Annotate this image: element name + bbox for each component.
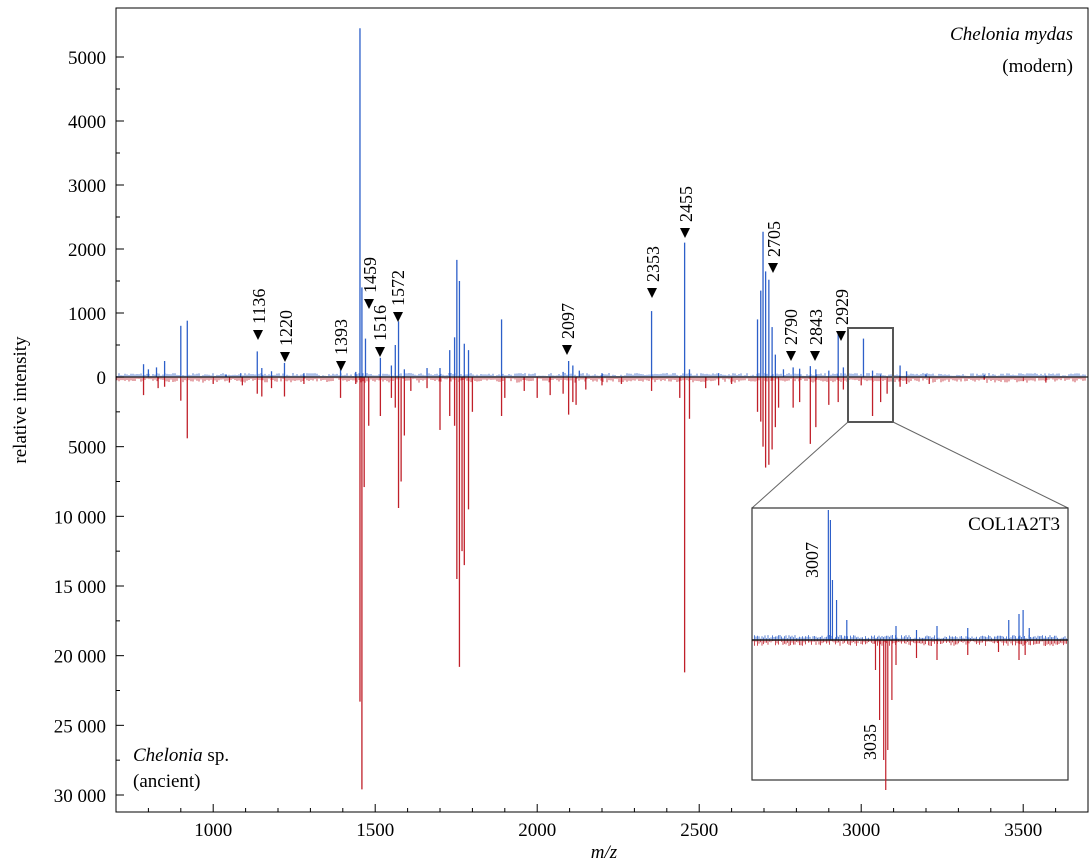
peak-marker-1393 xyxy=(336,361,346,371)
x-tick-label-1: 1500 xyxy=(356,820,394,841)
series-down xyxy=(116,377,1086,790)
peak-label-2097: 2097 xyxy=(558,303,578,339)
peak-marker-2353 xyxy=(647,288,657,298)
peak-label-1136: 1136 xyxy=(249,289,269,324)
bottom-species-suffix: sp. xyxy=(203,745,229,766)
peak-label-2455: 2455 xyxy=(676,186,696,222)
inset-label-top: 3007 xyxy=(802,542,822,578)
peak-marker-2097 xyxy=(562,345,572,355)
peak-label-2353: 2353 xyxy=(643,246,663,282)
inset-spectra xyxy=(752,510,1068,790)
series-up xyxy=(116,28,1086,377)
bottom-y-tick-label-5: 30 000 xyxy=(54,786,106,807)
top-y-tick-label-0: 0 xyxy=(97,368,107,389)
bottom-y-tick-label-4: 25 000 xyxy=(54,716,106,737)
bottom-y-tick-label-2: 15 000 xyxy=(54,577,106,598)
peak-marker-1459 xyxy=(364,299,374,309)
peak-marker-2705 xyxy=(768,263,778,273)
x-tick-label-4: 3000 xyxy=(842,820,880,841)
x-tick-label-0: 1000 xyxy=(194,820,232,841)
peak-label-1459: 1459 xyxy=(360,257,380,293)
zoom-box xyxy=(847,327,894,423)
top-y-tick-label-2: 2000 xyxy=(68,240,106,261)
peak-label-2843: 2843 xyxy=(806,309,826,345)
bottom-y-tick-label-3: 20 000 xyxy=(54,647,106,668)
peak-marker-2843 xyxy=(810,351,820,361)
peak-marker-1572 xyxy=(393,312,403,322)
peak-marker-1136 xyxy=(253,330,263,340)
peak-label-1393: 1393 xyxy=(331,319,351,355)
zoom-connector-left xyxy=(751,421,849,509)
top-y-tick-label-5: 5000 xyxy=(68,48,106,69)
peak-marker-1516 xyxy=(375,347,385,357)
peak-marker-1220 xyxy=(280,352,290,362)
peak-label-1220: 1220 xyxy=(276,310,296,346)
inset-label-bottom: 3035 xyxy=(860,724,880,760)
bottom-species-note: (ancient) xyxy=(133,771,201,792)
peak-label-2705: 2705 xyxy=(764,221,784,257)
peak-marker-2929 xyxy=(836,331,846,341)
peak-label-1572: 1572 xyxy=(388,270,408,306)
x-axis-label: m/z xyxy=(591,842,618,863)
x-tick-label-3: 2500 xyxy=(680,820,718,841)
peak-marker-2790 xyxy=(786,351,796,361)
inset-title: COL1A2T3 xyxy=(968,514,1060,535)
x-tick-label-2: 2000 xyxy=(518,820,556,841)
top-species-note: (modern) xyxy=(1002,56,1073,77)
peak-label-2790: 2790 xyxy=(781,309,801,345)
peak-marker-2455 xyxy=(680,228,690,238)
zoom-connector-right xyxy=(892,421,1069,509)
bottom-species-name: Chelonia sp. xyxy=(133,745,229,766)
bottom-y-tick-label-1: 10 000 xyxy=(54,507,106,528)
top-species-name: Chelonia mydas xyxy=(950,24,1073,45)
bottom-species-genus: Chelonia xyxy=(133,745,203,766)
bottom-y-tick-label-0: 5000 xyxy=(68,438,106,459)
top-y-tick-label-1: 1000 xyxy=(68,304,106,325)
x-tick-label-5: 3500 xyxy=(1004,820,1042,841)
top-y-tick-label-4: 4000 xyxy=(68,112,106,133)
top-y-tick-label-3: 3000 xyxy=(68,176,106,197)
peak-label-1516: 1516 xyxy=(370,305,390,341)
y-axis-label: relative intensity xyxy=(10,336,31,464)
peak-label-2929: 2929 xyxy=(832,289,852,325)
